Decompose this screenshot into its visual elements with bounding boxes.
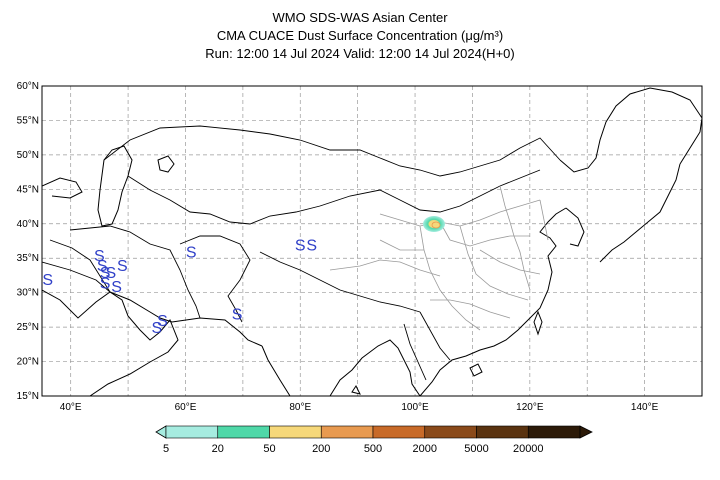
lon-label: 60°E: [175, 402, 197, 413]
lon-label: 40°E: [60, 402, 82, 413]
map-land: [42, 87, 702, 396]
colorbar-segment: [424, 425, 477, 439]
sandstorm-marker: S: [306, 237, 317, 254]
border-central-asia: [127, 175, 321, 225]
colorbar-segment: [372, 425, 426, 439]
colorbar-segment: [527, 425, 581, 439]
sandstorm-marker: S: [100, 265, 111, 282]
sandstorm-marker: S: [186, 244, 197, 261]
longitude-labels: 40°E 60°E 80°E 100°E 120°E 140°E: [60, 402, 659, 413]
lon-label: 140°E: [631, 402, 659, 413]
colorbar-tick-label: 50: [263, 443, 275, 455]
colorbar-tick-label: 2000: [413, 443, 437, 455]
coastline-russia-pacific: [559, 87, 702, 173]
dust-plume: [423, 216, 445, 232]
coastline-arabia: [42, 289, 179, 396]
coastline-black-sea: [42, 177, 83, 199]
colorbar-segment: [320, 425, 374, 439]
sandstorm-marker: S: [117, 258, 128, 275]
colorbar-segment: [165, 425, 219, 439]
island-sri-lanka: [351, 385, 361, 395]
sandstorm-marker: S: [111, 279, 122, 296]
border-india-china: [259, 251, 421, 313]
sandstorm-marker: S: [151, 320, 162, 337]
border-saudi: [42, 261, 111, 293]
map-frame: [41, 85, 703, 397]
title-line-3: Run: 12:00 14 Jul 2024 Valid: 12:00 14 J…: [205, 46, 515, 61]
province-borders: [329, 185, 549, 331]
lat-label: 35°N: [17, 253, 39, 264]
sandstorm-marker: S: [106, 265, 117, 282]
sandstorm-marker: S: [100, 275, 111, 292]
lat-label: 25°N: [17, 322, 39, 333]
colorbar-under-arrow: [155, 425, 167, 439]
lat-label: 55°N: [17, 115, 39, 126]
colorbar-tick-label: 20000: [513, 443, 544, 455]
title-line-1: WMO SDS-WAS Asian Center: [272, 10, 448, 25]
lon-label: 100°E: [401, 402, 429, 413]
coastline-iran-pakistan: [171, 317, 263, 347]
coastline-persian-gulf: [109, 291, 173, 323]
island-taiwan: [533, 310, 543, 336]
lon-label: 120°E: [516, 402, 544, 413]
lat-label: 40°N: [17, 219, 39, 230]
lat-label: 60°N: [17, 81, 39, 92]
coastline-india: [261, 339, 421, 396]
sandstorm-marker: S: [94, 248, 105, 265]
sandstorm-marker: S: [42, 272, 53, 289]
map-gridlines: [42, 86, 702, 396]
border-afghan-pak: [179, 235, 251, 323]
colorbar-over-arrow: [579, 425, 593, 439]
latitude-labels: 15°N 20°N 25°N 30°N 35°N 40°N 45°N 50°N 55°N 60°N: [17, 81, 39, 402]
colorbar-segment: [217, 425, 270, 439]
sandstorm-marker: S: [232, 306, 243, 323]
border-mongolia-china: [319, 169, 541, 213]
lat-label: 15°N: [17, 391, 39, 402]
border-iran: [69, 225, 201, 319]
title-line-2: CMA CUACE Dust Surface Concentration (μg…: [216, 28, 504, 43]
sandstorm-marker: S: [295, 237, 306, 254]
colorbar-tick-label: 5000: [464, 443, 488, 455]
coastline-aral: [157, 155, 175, 173]
border-russia-kazakh: [103, 125, 561, 177]
sandstorm-marker: S: [157, 313, 168, 330]
lat-label: 30°N: [17, 288, 39, 299]
lat-label: 45°N: [17, 184, 39, 195]
colorbar-tick-label: 200: [312, 443, 330, 455]
colorbar-tick-label: 20: [212, 443, 224, 455]
colorbar-tick-label: 5: [163, 443, 169, 455]
island-hainan: [469, 363, 483, 377]
lon-label: 80°E: [289, 402, 311, 413]
lat-label: 50°N: [17, 150, 39, 161]
border-mainland-se-asia: [403, 311, 451, 381]
sandstorm-marker: S: [97, 258, 108, 275]
colorbar-segment: [269, 425, 322, 439]
colorbar-segment: [476, 425, 529, 439]
coastline-se-asia: [419, 207, 567, 396]
border-iraq: [49, 239, 111, 293]
colorbar-tick-label: 500: [364, 443, 382, 455]
lat-label: 20°N: [17, 357, 39, 368]
coastline-korea-japan: [565, 163, 681, 263]
